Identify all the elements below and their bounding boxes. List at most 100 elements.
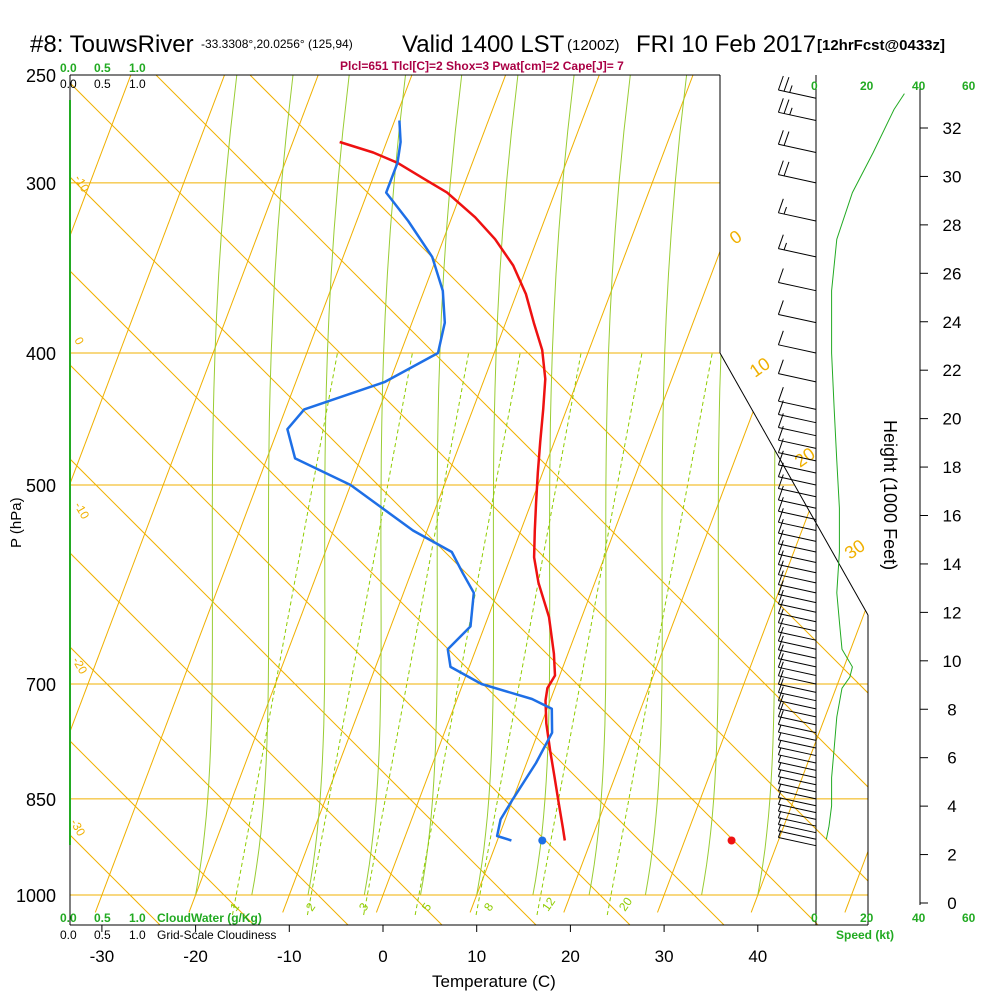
wind-barb-flag (777, 747, 782, 755)
height-tick-label: 14 (943, 555, 962, 574)
wind-barb (777, 694, 817, 718)
moist-adiabat-line (363, 75, 406, 896)
pressure-tick-label: 850 (26, 790, 56, 810)
wind-barb-flag (777, 75, 784, 91)
wind-barb (777, 359, 817, 383)
temperature-tick-label: 20 (561, 947, 580, 966)
moist-adiabat-line (476, 75, 519, 896)
moist-adiabat-line (644, 75, 688, 896)
cloudwater-scale-2: 1.0 (129, 61, 146, 75)
wind-barb-flag (777, 653, 784, 668)
wind-barb-staff (778, 683, 817, 693)
wind-barb-staff (778, 783, 817, 793)
wind-barb (777, 670, 817, 693)
speed-tick-top-0: 0 (811, 79, 818, 93)
wind-barb-staff (778, 439, 817, 449)
speed-tick-bottom-2: 40 (912, 911, 926, 925)
wind-barb (777, 617, 817, 641)
wind-barb-staff (778, 248, 817, 258)
wind-barb-flag (777, 550, 784, 565)
wind-barb-flag (777, 529, 784, 544)
wind-barb-flag (783, 206, 787, 215)
dry-adiabat-label: 0 (71, 335, 87, 348)
cloudiness-scale-1: 0.5 (94, 77, 111, 91)
wind-barb-flag (777, 670, 784, 685)
wind-barb-flag (777, 497, 784, 512)
isotherm-line (188, 75, 516, 913)
plot-frame (69, 74, 921, 926)
wind-barb (777, 300, 817, 324)
diagram-grid (70, 75, 868, 925)
wind-barb-flag (777, 769, 782, 777)
wind-barb (777, 508, 817, 532)
wind-barb-flag (777, 130, 784, 145)
wind-barb-staff (778, 810, 817, 820)
wind-barb-flag (777, 268, 784, 283)
wind-barb-staff (778, 754, 817, 764)
wind-barb-staff (778, 532, 817, 542)
isotherm-line (563, 75, 868, 913)
wind-barb (777, 387, 817, 410)
wind-barb (777, 580, 817, 604)
dry-adiabat-label: 0 (726, 226, 746, 248)
cloud-legend-top: 0.0 0.5 1.0 0.0 0.5 1.0 (60, 61, 146, 845)
wind-barb-flag (777, 485, 784, 501)
wind-barb (777, 570, 817, 594)
isotherm-line (469, 75, 797, 913)
cloudiness-scale-2: 1.0 (129, 77, 146, 91)
wind-barb-staff (778, 613, 817, 623)
pressure-tick-label: 700 (26, 675, 56, 695)
wind-barb-flag (777, 694, 784, 709)
temperature-tick-label: 10 (467, 947, 486, 966)
dry-adiabat-label: -10 (71, 500, 92, 522)
wind-barb (777, 732, 817, 749)
mixing-ratio-line (606, 352, 713, 916)
height-tick-label: 18 (943, 458, 962, 477)
cloudwater-scale-0: 0.0 (60, 61, 77, 75)
wind-speed-profile (825, 93, 905, 840)
wind-barb (777, 519, 817, 542)
wind-barb (777, 474, 817, 498)
wind-barb (777, 747, 817, 764)
wind-barb (777, 740, 817, 757)
wind-barb-staff (778, 89, 817, 99)
mixing-ratio-label: 3 (356, 900, 371, 914)
cloudiness-scale-0: 0.0 (60, 77, 77, 91)
temperature-tick-label: -30 (90, 947, 115, 966)
wind-barb (777, 783, 817, 800)
wind-barb-staff (778, 400, 817, 410)
moist-adiabat-line (588, 75, 631, 896)
wind-barb-flag (777, 589, 784, 605)
wind-barb-flag (777, 617, 784, 633)
wind-barb-staff (778, 143, 817, 153)
wind-barb-staff (778, 803, 817, 814)
wind-barb-staff (778, 761, 817, 771)
wind-barb-staff (778, 488, 817, 498)
wind-barb-staff (778, 603, 817, 613)
wind-barb-flag (777, 740, 782, 748)
isotherm-line (750, 75, 868, 913)
cloudiness-scale-0: 0.0 (60, 928, 77, 942)
wind-barb-staff (778, 768, 817, 779)
mixing-ratio-line (536, 352, 643, 916)
wind-barb-staff (778, 593, 817, 604)
wind-barb-flag (783, 131, 790, 146)
wind-barb (777, 589, 817, 613)
wind-barb-staff (778, 739, 817, 749)
wind-layer (777, 75, 905, 847)
height-tick-label: 30 (943, 167, 962, 186)
wind-barb-flag (777, 762, 782, 770)
wind-barb (777, 776, 817, 793)
wind-barb-flag (777, 626, 784, 642)
wind-barb-staff (778, 174, 817, 184)
surface-temperature-marker (727, 836, 736, 845)
wind-barb-staff (778, 344, 817, 354)
wind-barb (777, 686, 817, 710)
speed-tick-bottom-3: 60 (962, 911, 976, 925)
wind-barb-flag (777, 508, 784, 523)
station-coords: -33.3308°,20.0256° (125,94) (201, 37, 353, 51)
temperature-tick-label: -20 (183, 947, 208, 966)
wind-barb-staff (778, 640, 817, 650)
height-tick-label: 22 (943, 361, 962, 380)
moist-adiabat-line (420, 75, 463, 896)
